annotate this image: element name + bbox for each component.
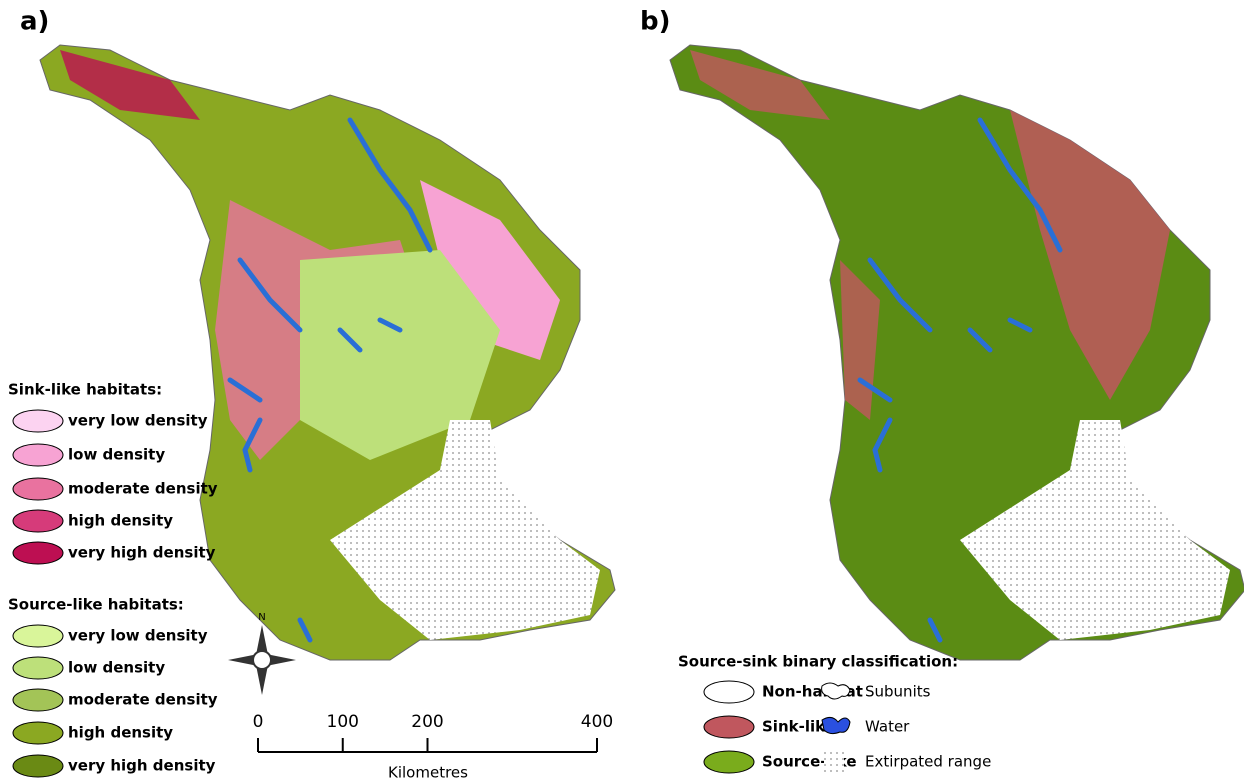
legend-swatch [704,681,754,703]
legend-label: very low density [68,412,208,430]
panel-label: a) [20,7,49,37]
legend-label: very high density [68,757,216,775]
legend-swatch [13,410,63,432]
legend-label: Subunits [865,683,931,701]
legend-title: Sink-like habitats: [8,381,162,399]
legend-swatch [13,657,63,679]
legend-label: high density [68,512,173,530]
figure: a) b) Sink-like habitats: Source-like ha… [0,0,1244,784]
legend-swatch [704,716,754,738]
scale-tick-label: 0 [253,712,264,732]
legend-swatch [704,751,754,773]
scale-tick-label: 100 [327,712,359,732]
legend-swatch [13,689,63,711]
legend-label: high density [68,724,173,742]
legend-label: low density [68,446,165,464]
legend-swatch [13,722,63,744]
scale-tick-label: 400 [581,712,613,732]
legend-label: low density [68,659,165,677]
legend-swatch [13,755,63,777]
panel-label: b) [640,7,671,37]
scale-tick-label: 200 [411,712,443,732]
legend-swatch [13,510,63,532]
water-icon [822,717,850,733]
compass-label: N [258,612,265,623]
legend-title: Source-sink binary classification: [678,653,958,671]
legend-label: Water [865,718,910,736]
legend-label: very high density [68,544,216,562]
legend-label: moderate density [68,480,218,498]
legend-swatch [13,542,63,564]
legend-label: very low density [68,627,208,645]
map-b [670,45,1244,660]
legend-label: moderate density [68,691,218,709]
legend-swatch [13,625,63,647]
extirpated-icon [824,752,844,772]
map-a [40,45,615,660]
legend-swatch [13,478,63,500]
legend-label: Extirpated range [865,753,991,771]
scale-unit: Kilometres [388,764,468,782]
legend-title: Source-like habitats: [8,596,184,614]
legend-swatch [13,444,63,466]
